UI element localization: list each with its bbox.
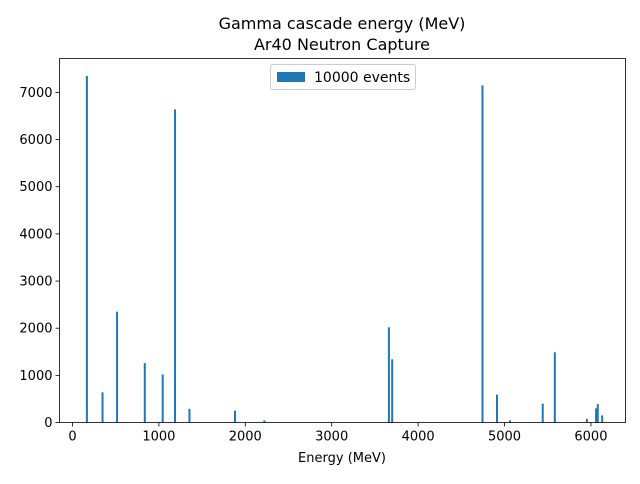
bar-4 [161, 374, 164, 423]
y-axis: 0 1000 2000 3000 4000 5000 6000 7000 [19, 86, 60, 431]
x-tick-label: 6000 [574, 430, 607, 445]
legend-swatch [277, 72, 305, 82]
chart-title: Gamma cascade energy (MeV) [219, 14, 466, 33]
y-tick-label: 7000 [19, 86, 52, 101]
bar-0 [85, 75, 88, 423]
bar-16 [585, 418, 588, 423]
x-tick-label: 0 [68, 430, 76, 445]
x-tick-label: 4000 [402, 430, 435, 445]
plot-bars [85, 75, 604, 423]
legend-label: 10000 events [314, 70, 410, 86]
y-tick-label: 6000 [19, 133, 52, 148]
chart-subtitle: Ar40 Neutron Capture [254, 35, 430, 54]
bar-5 [174, 109, 177, 423]
bar-12 [496, 394, 499, 423]
bar-13 [508, 420, 511, 423]
x-tick-label: 3000 [315, 430, 348, 445]
bar-11 [481, 85, 484, 423]
plot-frame [59, 58, 626, 423]
bar-7 [234, 410, 236, 423]
y-tick-label: 3000 [19, 275, 52, 290]
bar-8 [263, 420, 266, 423]
y-tick-label: 1000 [19, 369, 52, 384]
bar-18 [596, 404, 599, 423]
x-tick-label: 5000 [488, 430, 521, 445]
legend: 10000 events [270, 64, 416, 90]
bar-14 [541, 403, 544, 423]
bar-3 [143, 363, 146, 423]
y-tick-label: 4000 [19, 227, 52, 242]
x-tick-label: 1000 [142, 430, 175, 445]
y-tick-label: 2000 [19, 322, 52, 337]
bar-9 [387, 327, 390, 423]
x-axis: 0 1000 2000 3000 4000 5000 6000 [68, 422, 607, 445]
bar-2 [116, 311, 119, 423]
bar-6 [188, 408, 191, 423]
x-tick-label: 2000 [229, 430, 262, 445]
bar-17 [595, 408, 598, 423]
y-tick-label: 5000 [19, 180, 52, 195]
bar-19 [601, 415, 604, 423]
y-tick-label: 0 [44, 416, 52, 431]
bar-1 [101, 392, 104, 423]
bar-15 [553, 352, 556, 423]
legend-box [270, 64, 416, 90]
bar-10 [391, 359, 394, 423]
x-axis-label: Energy (MeV) [298, 451, 386, 466]
